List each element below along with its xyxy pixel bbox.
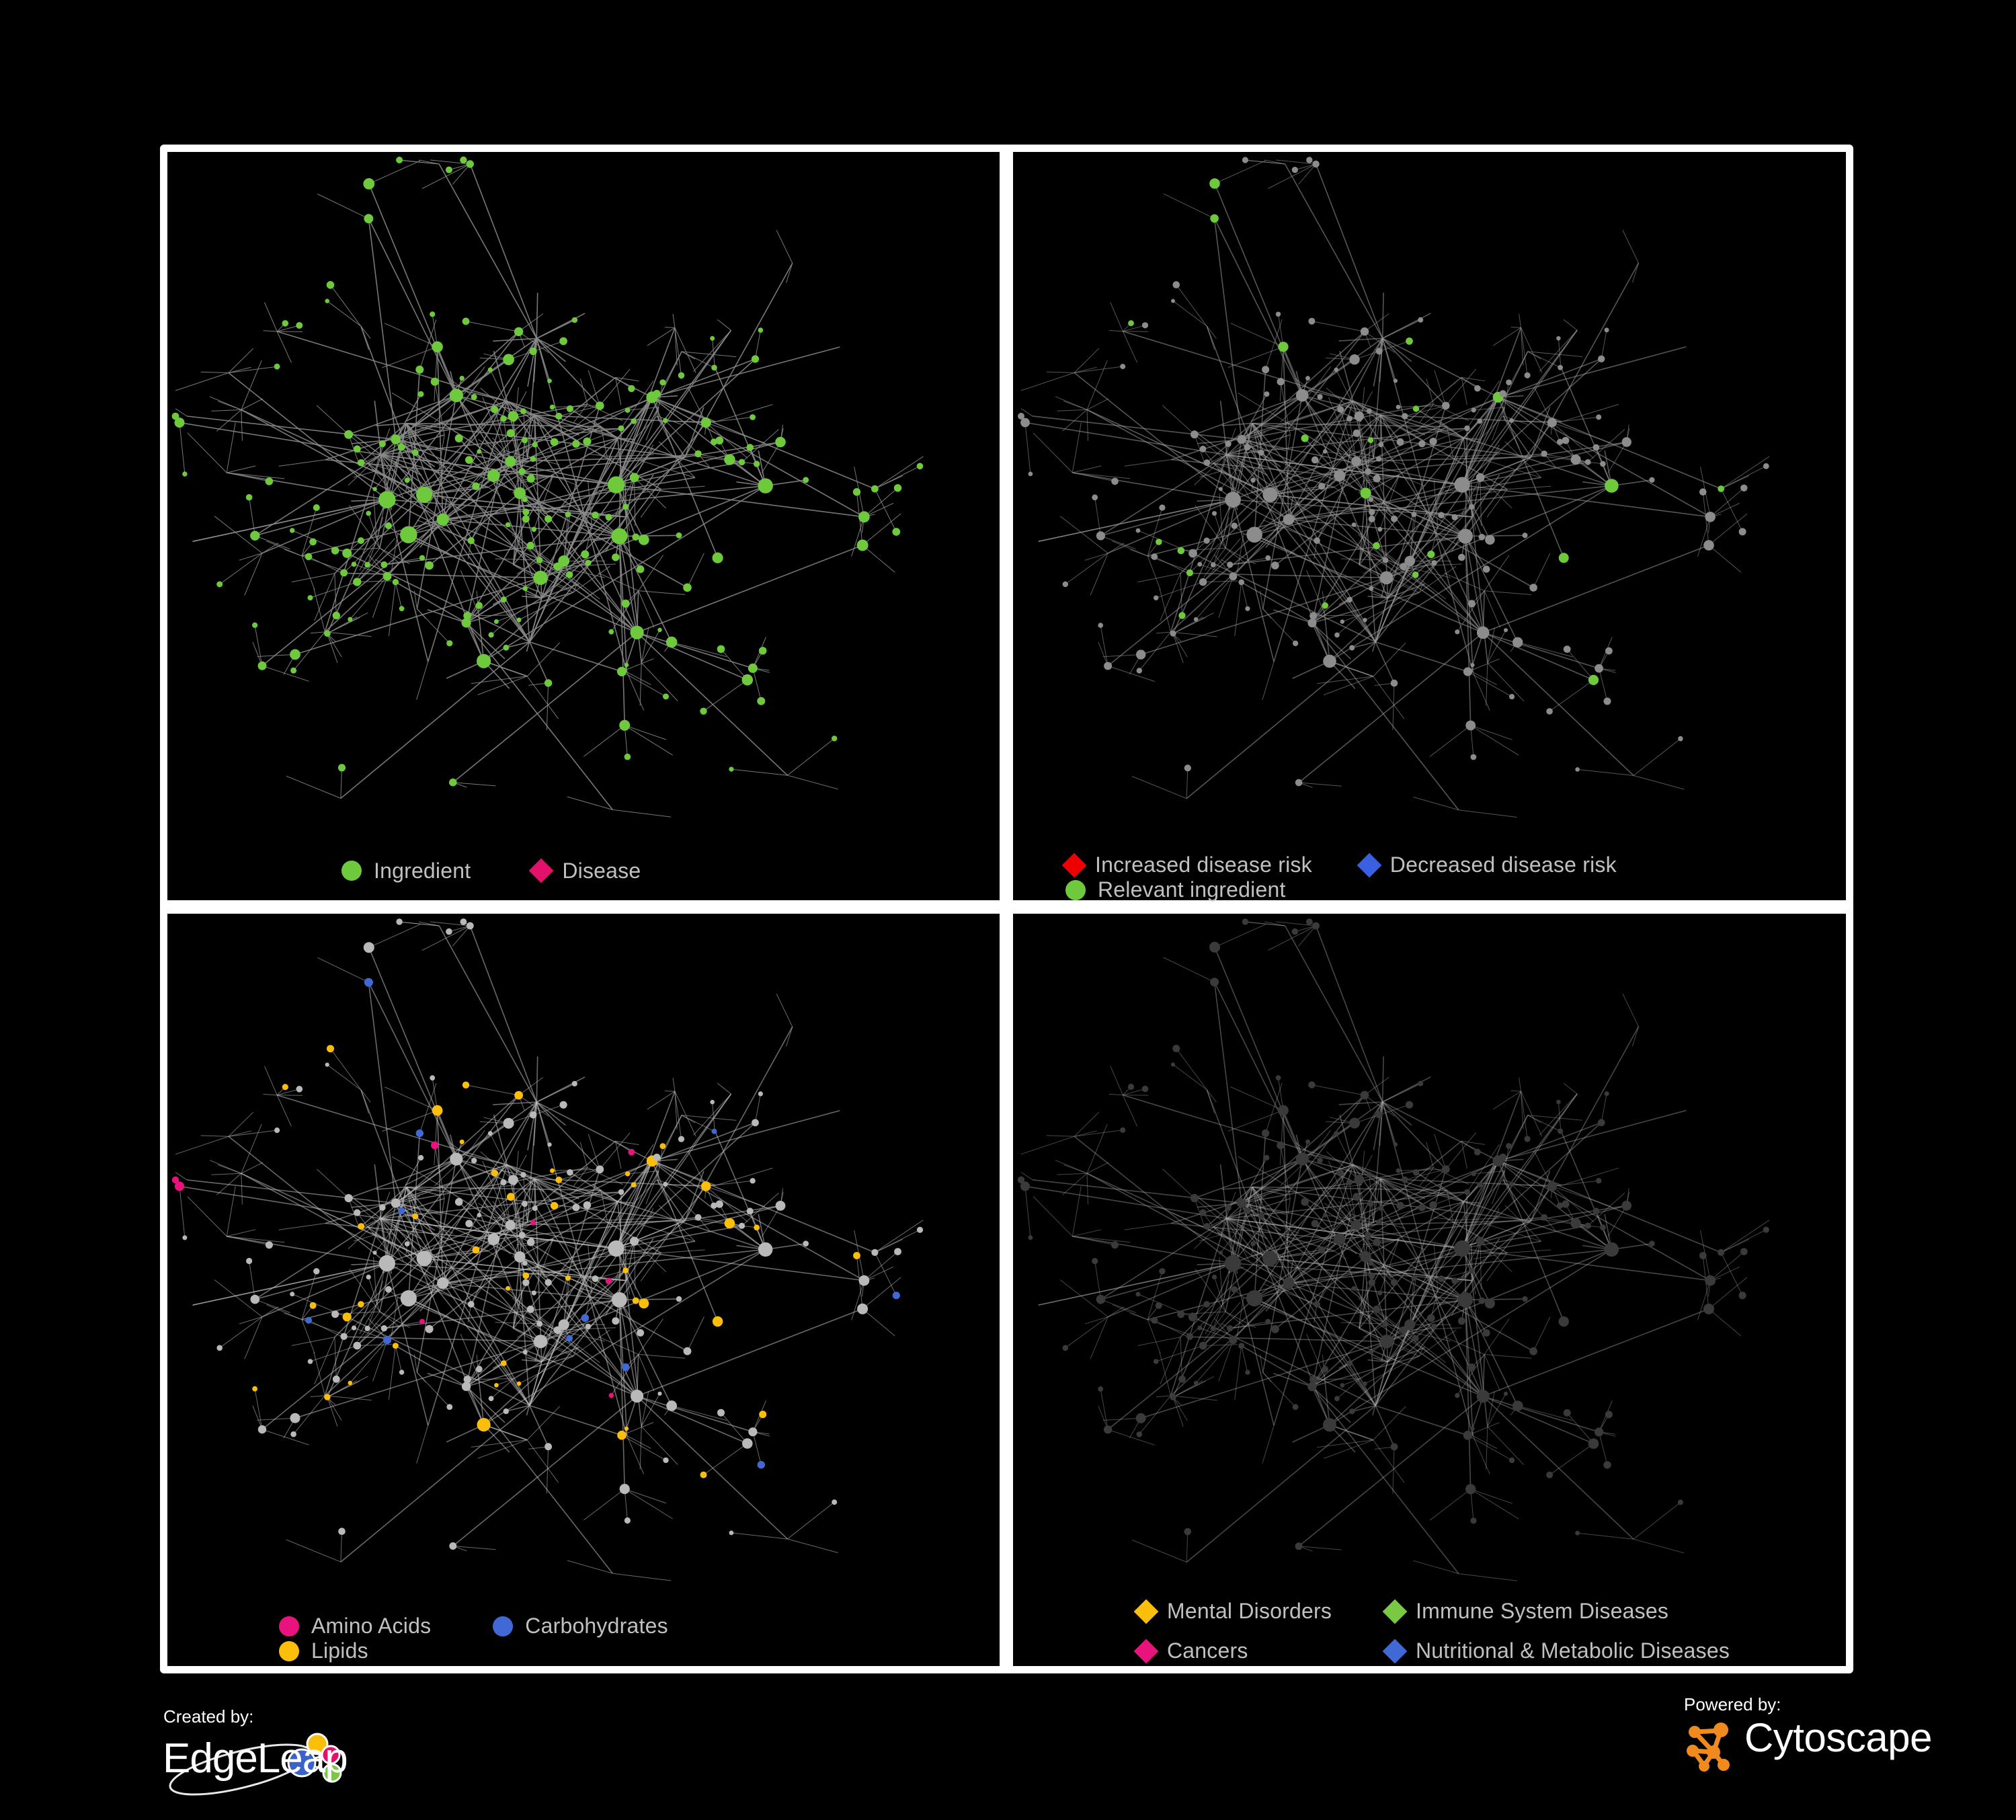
legend-item-ingredient: Ingredient	[341, 859, 471, 883]
panel-disease-category-network	[1013, 914, 1846, 1666]
legend-label: Carbohydrates	[525, 1614, 668, 1638]
legend-label: Ingredient	[374, 858, 471, 883]
created-by-block: Created by: EdgeLeap	[161, 1706, 444, 1801]
circle-swatch-icon	[493, 1616, 514, 1636]
legend-top-right: Increased disease risk Decreased disease…	[1061, 853, 1818, 902]
edgeleap-logo: EdgeLeap	[161, 1729, 430, 1796]
legend-item-amino-acids: Amino Acids	[279, 1614, 431, 1638]
legend-item-relevant-ingredient: Relevant ingredient	[1065, 877, 1286, 902]
legend-label: Relevant ingredient	[1098, 877, 1286, 902]
edgeleap-wordmark: EdgeLeap	[163, 1735, 348, 1782]
legend-item-mental-disorders: Mental Disorders	[1133, 1599, 1386, 1624]
cytoscape-logo-icon	[1687, 1723, 1730, 1772]
legend-label: Disease	[562, 858, 641, 883]
panel-divider-horizontal	[160, 900, 1853, 914]
legend-item-carbohydrates: Carbohydrates	[493, 1614, 668, 1638]
circle-swatch-icon	[279, 1640, 299, 1661]
legend-label: Mental Disorders	[1167, 1599, 1332, 1623]
legend-label: Decreased disease risk	[1389, 853, 1617, 877]
diamond-swatch-icon	[1382, 1599, 1408, 1624]
legend-item-lipids: Lipids	[279, 1638, 368, 1663]
cytoscape-wordmark: Cytoscape	[1744, 1715, 1932, 1760]
legend-bottom-left: Amino Acids Carbohydrates Lipids	[279, 1614, 857, 1663]
circle-swatch-icon	[341, 861, 362, 881]
legend-item-immune-system-diseases: Immune System Diseases	[1382, 1599, 1810, 1624]
legend-top-left: Ingredient Disease	[341, 854, 839, 887]
legend-item-cancers: Cancers	[1133, 1638, 1386, 1663]
legend-label: Lipids	[311, 1638, 368, 1663]
panel-ingredient-class-network	[167, 914, 1000, 1666]
legend-item-nutritional-metabolic: Nutritional & Metabolic Diseases	[1382, 1638, 1810, 1663]
legend-bottom-right: Mental Disorders Immune System Diseases …	[1133, 1599, 1810, 1673]
legend-label: Cancers	[1167, 1638, 1248, 1663]
legend-label: Immune System Diseases	[1416, 1599, 1669, 1623]
legend-label: Increased disease risk	[1095, 853, 1312, 877]
diamond-swatch-icon	[1382, 1638, 1408, 1663]
diamond-swatch-icon	[1061, 853, 1087, 877]
legend-item-disease: Disease	[528, 858, 641, 883]
network-graph-top-left	[171, 152, 924, 818]
legend-item-decreased-risk: Decreased disease risk	[1357, 853, 1617, 877]
circle-swatch-icon	[1065, 879, 1086, 900]
network-graph-bottom-left	[171, 914, 924, 1581]
network-graph-top-right	[1018, 152, 1770, 818]
circle-swatch-icon	[279, 1616, 299, 1636]
panel-ingredient-disease-network	[167, 152, 1000, 900]
legend-item-increased-risk: Increased disease risk	[1061, 853, 1312, 877]
legend-label: Nutritional & Metabolic Diseases	[1416, 1638, 1730, 1663]
powered-by-block: Powered by: Cytoscape	[1684, 1694, 1993, 1782]
created-by-label: Created by:	[163, 1706, 254, 1727]
diamond-swatch-icon	[528, 858, 554, 883]
diamond-swatch-icon	[1357, 853, 1382, 877]
powered-by-label: Powered by:	[1684, 1694, 1781, 1714]
network-graph-bottom-right	[1017, 914, 1770, 1581]
panel-disease-risk-network	[1013, 152, 1846, 900]
diamond-swatch-icon	[1133, 1599, 1159, 1624]
diamond-swatch-icon	[1133, 1638, 1159, 1663]
legend-label: Amino Acids	[311, 1614, 432, 1638]
edgeleap-logo-graphic	[169, 1733, 342, 1796]
